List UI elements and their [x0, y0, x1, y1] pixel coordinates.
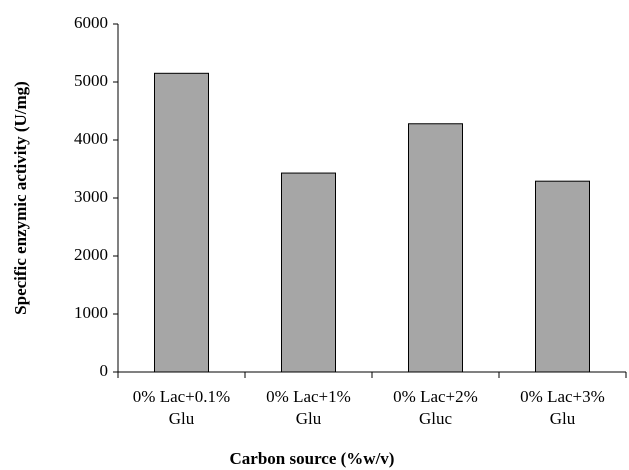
x-tick-label: 0% Lac+2% Gluc [393, 387, 478, 428]
y-tick-label: 1000 [74, 303, 108, 322]
bar [281, 172, 336, 373]
bar [154, 72, 209, 373]
x-tick-label: 0% Lac+3% Glu [520, 387, 605, 428]
bar [535, 180, 590, 373]
y-tick-label: 5000 [74, 71, 108, 90]
y-tick-label: 0 [100, 361, 109, 380]
y-tick-label: 4000 [74, 129, 108, 148]
x-axis-label: Carbon source (%w/v) [230, 449, 395, 468]
y-axis-label: Specific enzymic activity (U/mg) [11, 81, 30, 315]
y-tick-label: 3000 [74, 187, 108, 206]
bar [408, 123, 463, 373]
y-tick-label: 2000 [74, 245, 108, 264]
x-tick-label: 0% Lac+0.1% Glu [132, 387, 231, 428]
x-tick-label: 0% Lac+1% Glu [266, 387, 351, 428]
y-tick-label: 6000 [74, 13, 108, 32]
